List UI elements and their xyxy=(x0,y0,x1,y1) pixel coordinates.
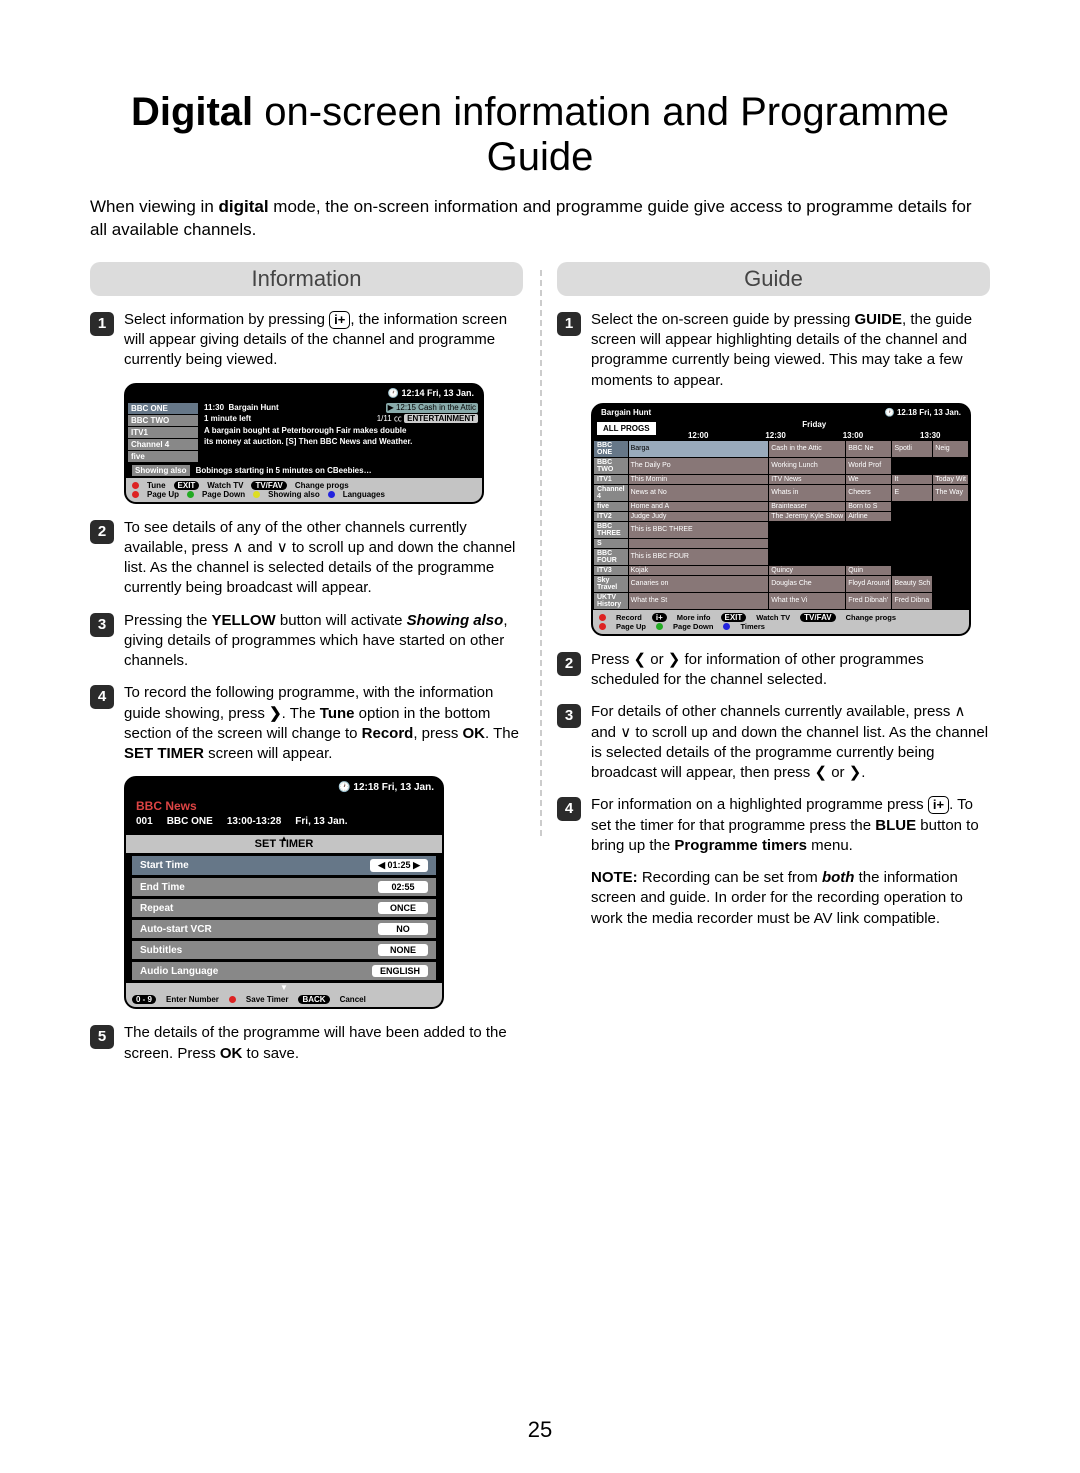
day-label: Friday xyxy=(660,420,969,429)
guide-note: NOTE: Recording can be set from both the… xyxy=(557,868,990,929)
info-plus-button: i+ xyxy=(329,311,350,329)
step-number: 3 xyxy=(557,704,581,728)
step-number: 4 xyxy=(557,797,581,821)
keys-tag: 0 - 9 xyxy=(132,995,156,1004)
showing-also-label: Showing also xyxy=(132,465,190,476)
step-number: 2 xyxy=(557,652,581,676)
osd-timestamp: 12:14 Fri, 13 Jan. xyxy=(388,388,474,399)
step-number: 2 xyxy=(90,520,114,544)
text: Select information by pressing xyxy=(124,311,329,328)
guide-column: Guide 1 Select the on-screen guide by pr… xyxy=(557,262,990,1076)
foot-showalso: Showing also xyxy=(268,490,320,499)
intro-b: digital xyxy=(219,197,269,216)
osd-info-screenshot: 12:14 Fri, 13 Jan. BBC ONEBBC TWOITV1Cha… xyxy=(124,383,484,504)
guide-step-1: 1 Select the on-screen guide by pressing… xyxy=(557,310,990,391)
prog-time: 11:30 xyxy=(204,403,224,412)
guide-grid: BBC ONEBargaCash in the AtticBBC NeSpotl… xyxy=(593,440,969,610)
tvfav-tag: TV/FAV xyxy=(251,481,286,490)
osd-timestamp: 🕐 12.18 Fri, 13 Jan. xyxy=(885,408,961,417)
description: its money at auction. [S] Then BBC News … xyxy=(204,437,478,448)
info-step-5: 5 The details of the programme will have… xyxy=(90,1023,523,1064)
foot-cancel: Cancel xyxy=(340,995,366,1004)
step-number: 4 xyxy=(90,685,114,709)
step-number: 5 xyxy=(90,1025,114,1049)
foot-enter: Enter Number xyxy=(166,995,219,1004)
information-heading: Information xyxy=(90,262,523,296)
guide-step-4: 4 For information on a highlighted progr… xyxy=(557,795,990,856)
page-number: 25 xyxy=(0,1417,1080,1443)
foot-tune: Tune xyxy=(147,481,166,490)
guide-title: Bargain Hunt xyxy=(601,408,651,417)
info-step-1: 1 Select information by pressing i+, the… xyxy=(90,310,523,371)
guide-heading: Guide xyxy=(557,262,990,296)
info-plus-button: i+ xyxy=(928,796,949,814)
text: To see details of any of the other chann… xyxy=(124,518,523,599)
guide-step-3: 3 For details of other channels currentl… xyxy=(557,702,990,783)
back-tag: BACK xyxy=(298,995,329,1004)
info-step-2: 2 To see details of any of the other cha… xyxy=(90,518,523,599)
channel-list: BBC ONEBBC TWOITV1Channel 4five xyxy=(126,402,200,463)
ch-name: BBC ONE xyxy=(167,816,213,827)
ch-num: 001 xyxy=(136,816,153,827)
step-number: 1 xyxy=(90,312,114,336)
set-timer-band: SET TIMER xyxy=(126,835,442,853)
time-left: 1 minute left xyxy=(204,414,251,425)
all-progs: ALL PROGS xyxy=(597,422,656,435)
intro-a: When viewing in xyxy=(90,197,219,216)
category: ENTERTAINMENT xyxy=(404,414,478,423)
next-prog: ▶ 12:15 Cash in the Attic xyxy=(386,403,478,414)
title-rest: on-screen information and Programme Guid… xyxy=(253,90,949,179)
foot-watch: Watch TV xyxy=(207,481,243,490)
showing-also-text: Bobinogs starting in 5 minutes on CBeebi… xyxy=(196,466,372,475)
foot-lang: Languages xyxy=(343,490,385,499)
intro-text: When viewing in digital mode, the on-scr… xyxy=(90,196,990,242)
foot-pagedown: Page Down xyxy=(202,490,245,499)
foot-change: Change progs xyxy=(295,481,349,490)
page-title: Digital on-screen information and Progra… xyxy=(90,90,990,180)
description: A bargain bought at Peterborough Fair ma… xyxy=(204,426,478,437)
step-number: 3 xyxy=(90,613,114,637)
foot-save: Save Timer xyxy=(246,995,289,1004)
step-number: 1 xyxy=(557,312,581,336)
exit-tag: EXIT xyxy=(174,481,200,490)
info-step-3: 3 Pressing the YELLOW button will activa… xyxy=(90,611,523,672)
programme-name: BBC News xyxy=(136,799,432,813)
osd-timestamp: 🕐 12:18 Fri, 13 Jan. xyxy=(338,782,434,793)
time-slot: 13:00-13:28 xyxy=(227,816,281,827)
osd-timer-screenshot: 🕐 12:18 Fri, 13 Jan. BBC News 001 BBC ONE… xyxy=(124,776,444,1009)
foot-pageup: Page Up xyxy=(147,490,179,499)
osd-guide-screenshot: Bargain Hunt 🕐 12.18 Fri, 13 Jan. ALL PRO… xyxy=(591,403,971,636)
title-bold: Digital xyxy=(131,90,253,134)
date: Fri, 13 Jan. xyxy=(295,816,347,827)
column-divider xyxy=(540,270,542,836)
info-step-4: 4 To record the following programme, wit… xyxy=(90,683,523,764)
prog-name: Bargain Hunt xyxy=(228,403,278,412)
information-column: Information 1 Select information by pres… xyxy=(90,262,523,1076)
guide-step-2: 2 Press ❮ or ❯ for information of other … xyxy=(557,650,990,691)
indicator: 1/11 xyxy=(377,414,392,423)
